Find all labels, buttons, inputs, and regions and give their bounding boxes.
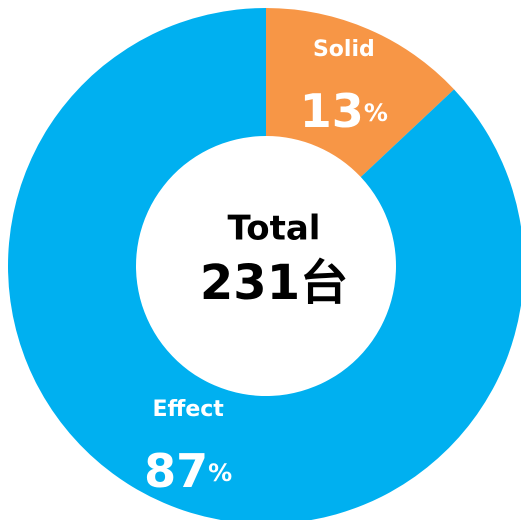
slices	[8, 8, 521, 520]
slice-value-label: 13%	[300, 84, 388, 138]
center-value: 231台	[200, 255, 348, 311]
slice	[8, 8, 521, 520]
slice-name: Effect	[152, 397, 224, 422]
slice-name: Solid	[313, 37, 375, 62]
slice-value-label: 87%	[144, 443, 232, 497]
slice	[266, 8, 455, 178]
center-title: Total	[228, 209, 321, 249]
